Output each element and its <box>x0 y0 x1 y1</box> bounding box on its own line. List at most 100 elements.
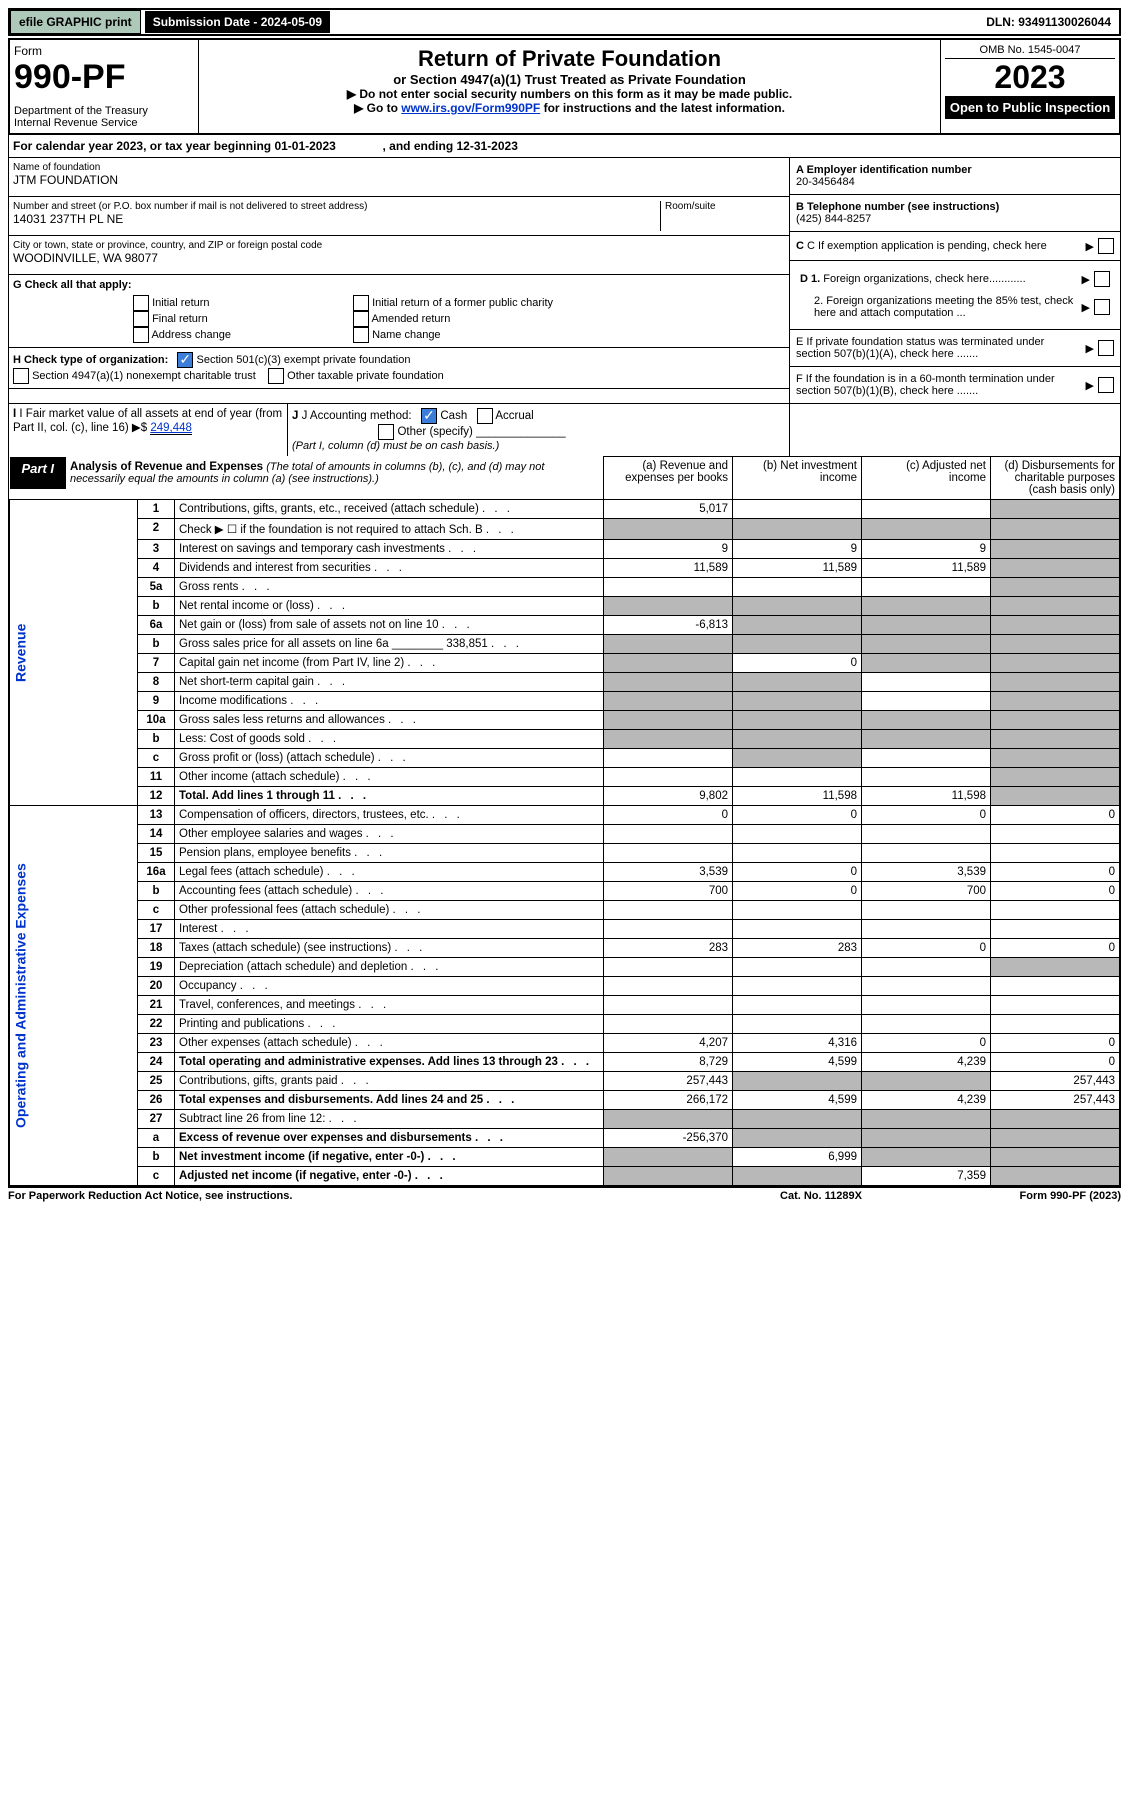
form-outer: Form 990-PF Department of the Treasury I… <box>8 38 1121 1187</box>
row-label: Excess of revenue over expenses and disb… <box>175 1129 604 1148</box>
cell-c <box>862 768 991 787</box>
city-label: City or town, state or province, country… <box>13 240 785 251</box>
cell-a <box>604 1110 733 1129</box>
row-label: Interest . . . <box>175 920 604 939</box>
cell-d <box>991 1167 1120 1186</box>
c-checkbox[interactable] <box>1098 238 1114 254</box>
d1-checkbox[interactable] <box>1094 271 1110 287</box>
efile-print-button[interactable]: efile GRAPHIC print <box>10 10 141 34</box>
row-num: 26 <box>138 1091 175 1110</box>
cell-d <box>991 597 1120 616</box>
cell-b: 283 <box>733 939 862 958</box>
row-num: c <box>138 901 175 920</box>
form-number: 990-PF <box>14 58 194 97</box>
b-phone-label: B Telephone number (see instructions) <box>796 201 1114 213</box>
f-checkbox[interactable] <box>1098 377 1114 393</box>
revenue-side-label: Revenue <box>10 500 138 806</box>
cell-a <box>604 768 733 787</box>
i-value[interactable]: 249,448 <box>150 422 192 435</box>
row-label: Printing and publications . . . <box>175 1015 604 1034</box>
cell-b <box>733 578 862 597</box>
4947a1-checkbox[interactable] <box>13 368 29 384</box>
cell-a <box>604 597 733 616</box>
amended-return-checkbox[interactable] <box>353 311 369 327</box>
cell-c: 7,359 <box>862 1167 991 1186</box>
cell-a <box>604 578 733 597</box>
cell-d: 0 <box>991 863 1120 882</box>
cell-b <box>733 1167 862 1186</box>
cell-b <box>733 977 862 996</box>
expenses-side-label: Operating and Administrative Expenses <box>10 806 138 1186</box>
other-method-checkbox[interactable] <box>378 424 394 440</box>
row-label: Other employee salaries and wages . . . <box>175 825 604 844</box>
row-num: c <box>138 749 175 768</box>
g-label: G Check all that apply: <box>13 279 132 291</box>
address-change-label: Address change <box>151 329 231 341</box>
d2-checkbox[interactable] <box>1094 299 1110 315</box>
final-return-checkbox[interactable] <box>133 311 149 327</box>
row-label: Capital gain net income (from Part IV, l… <box>175 654 604 673</box>
cash-checkbox[interactable] <box>421 408 437 424</box>
cat-number: Cat. No. 11289X <box>721 1190 921 1202</box>
cell-c <box>862 692 991 711</box>
cell-c <box>862 519 991 540</box>
cell-c <box>862 578 991 597</box>
row-label: Other expenses (attach schedule) . . . <box>175 1034 604 1053</box>
cell-c <box>862 711 991 730</box>
initial-return-checkbox[interactable] <box>133 295 149 311</box>
col-d-header: (d) Disbursements for charitable purpose… <box>991 457 1120 500</box>
cell-c <box>862 1072 991 1091</box>
cell-d <box>991 635 1120 654</box>
cell-a: 3,539 <box>604 863 733 882</box>
cell-c <box>862 825 991 844</box>
part1-tab: Part I <box>10 457 67 489</box>
row-label: Total expenses and disbursements. Add li… <box>175 1091 604 1110</box>
cell-c <box>862 673 991 692</box>
cell-a <box>604 901 733 920</box>
cell-d <box>991 500 1120 519</box>
cell-b <box>733 996 862 1015</box>
cell-c <box>862 654 991 673</box>
e-checkbox[interactable] <box>1098 340 1114 356</box>
d1-label: D 1. Foreign organizations, check here..… <box>800 273 1078 285</box>
irs-link[interactable]: www.irs.gov/Form990PF <box>401 101 540 115</box>
row-label: Gross sales less returns and allowances … <box>175 711 604 730</box>
cell-b <box>733 1072 862 1091</box>
row-label: Occupancy . . . <box>175 977 604 996</box>
row-label: Compensation of officers, directors, tru… <box>175 806 604 825</box>
cell-b <box>733 901 862 920</box>
cell-b <box>733 749 862 768</box>
cell-a: 9,802 <box>604 787 733 806</box>
cell-b: 6,999 <box>733 1148 862 1167</box>
cell-a: 4,207 <box>604 1034 733 1053</box>
form-header: Form 990-PF Department of the Treasury I… <box>9 39 1120 134</box>
amended-return-label: Amended return <box>371 313 450 325</box>
initial-former-label: Initial return of a former public charit… <box>372 297 553 309</box>
initial-former-checkbox[interactable] <box>353 295 369 311</box>
other-taxable-checkbox[interactable] <box>268 368 284 384</box>
cell-a <box>604 635 733 654</box>
omb-number: OMB No. 1545-0047 <box>945 44 1115 59</box>
room-label: Room/suite <box>665 201 785 212</box>
cell-b <box>733 844 862 863</box>
address-change-checkbox[interactable] <box>133 327 149 343</box>
cell-a <box>604 1148 733 1167</box>
cell-a <box>604 730 733 749</box>
name-change-checkbox[interactable] <box>353 327 369 343</box>
cell-b: 0 <box>733 863 862 882</box>
cell-b <box>733 616 862 635</box>
row-label: Net short-term capital gain . . . <box>175 673 604 692</box>
row-label: Net rental income or (loss) . . . <box>175 597 604 616</box>
accrual-checkbox[interactable] <box>477 408 493 424</box>
row-num: 16a <box>138 863 175 882</box>
cell-c <box>862 730 991 749</box>
row-num: 15 <box>138 844 175 863</box>
cell-d <box>991 825 1120 844</box>
501c3-checkbox[interactable] <box>177 352 193 368</box>
cell-b <box>733 1015 862 1034</box>
cell-c: 9 <box>862 540 991 559</box>
dept-treasury: Department of the Treasury Internal Reve… <box>14 105 194 129</box>
cell-d <box>991 616 1120 635</box>
row-num: 6a <box>138 616 175 635</box>
row-label: Pension plans, employee benefits . . . <box>175 844 604 863</box>
